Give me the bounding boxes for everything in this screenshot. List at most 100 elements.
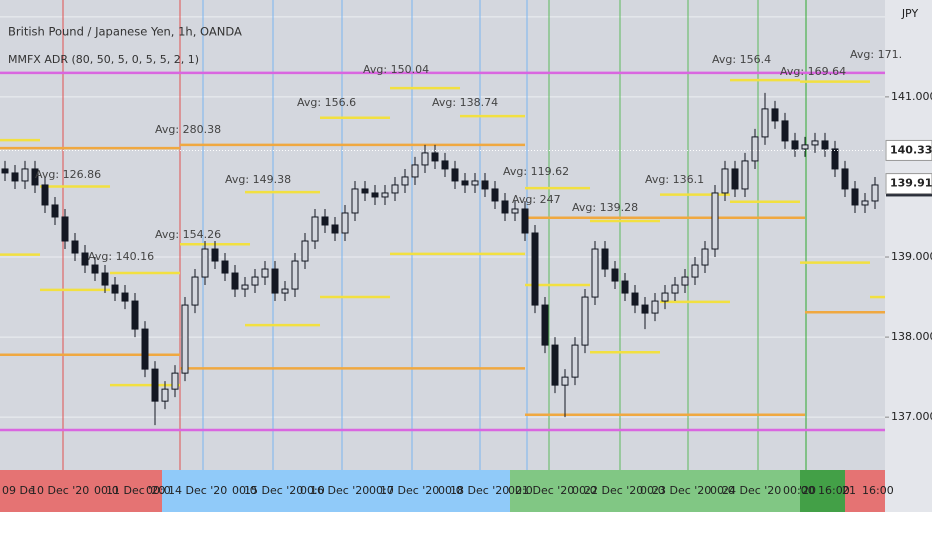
candle-body — [261, 268, 269, 278]
candle-body — [681, 276, 689, 286]
candle-body — [311, 216, 319, 242]
candle-body — [201, 248, 209, 278]
candle-body — [871, 184, 879, 202]
candle-body — [481, 180, 489, 190]
candle-body — [861, 200, 869, 206]
x-tick-label: 00:0 — [572, 484, 597, 497]
x-tick-label: 09 De — [2, 484, 35, 497]
candle-body — [411, 164, 419, 178]
candle-body — [31, 168, 39, 186]
candle-body — [471, 180, 479, 186]
avg-annotation: Avg: 150.04 — [363, 63, 429, 76]
candle-body — [601, 248, 609, 270]
candle-body — [501, 200, 509, 214]
candle-body — [111, 284, 119, 294]
y-tick-label: 138.000 — [891, 330, 932, 343]
candle-body — [761, 108, 769, 138]
x-tick-label: 18 Dec '20 — [450, 484, 509, 497]
avg-annotation: Avg: 156.4 — [712, 53, 771, 66]
candle-body — [651, 300, 659, 314]
x-tick-label: 00:0 — [94, 484, 119, 497]
candle-body — [511, 208, 519, 214]
candle-body — [741, 160, 749, 190]
candle-body — [701, 248, 709, 266]
candle-body — [41, 184, 49, 206]
avg-annotation: Avg: 119.62 — [503, 165, 569, 178]
candle-body — [221, 260, 229, 274]
avg-annotation: Avg: 140.16 — [88, 250, 154, 263]
candle-body — [211, 248, 219, 262]
candle-body — [181, 304, 189, 374]
candle-body — [141, 328, 149, 370]
candle-body — [51, 204, 59, 218]
x-tick-label: 16 Dec '20 — [310, 484, 369, 497]
candle-body — [631, 292, 639, 306]
candle-body — [571, 344, 579, 378]
candle-body — [691, 264, 699, 278]
candle-body — [11, 172, 19, 182]
avg-annotation: Avg: 156.6 — [297, 96, 356, 109]
indicator-label: MMFX ADR (80, 50, 5, 0, 5, 5, 2, 1) — [8, 53, 199, 66]
candle-body — [121, 292, 129, 302]
candle-body — [461, 180, 469, 186]
chart-title: British Pound / Japanese Yen, 1h, OANDA — [8, 25, 242, 39]
candle-body — [161, 388, 169, 402]
x-tick-label: 22 Dec '20 — [584, 484, 643, 497]
candle-body — [21, 168, 29, 182]
axis-band — [510, 470, 800, 512]
candle-body — [811, 140, 819, 146]
candle-body — [441, 160, 449, 170]
avg-annotation: Avg: 154.26 — [155, 228, 221, 241]
candle-body — [851, 188, 859, 206]
avg-annotation: Avg: 126.86 — [35, 168, 101, 181]
x-tick-label: 14 Dec '20 — [168, 484, 227, 497]
candle-body — [641, 304, 649, 314]
time-axis — [0, 470, 932, 512]
candle-body — [341, 212, 349, 234]
candle-body — [671, 284, 679, 294]
candle-body — [801, 144, 809, 150]
x-tick-label: 16:00 — [818, 484, 850, 497]
candle-body — [251, 276, 259, 286]
y-tick-label: 139.000 — [891, 250, 932, 263]
day-separators — [62, 0, 807, 470]
candle-body — [391, 184, 399, 194]
candle-body — [371, 192, 379, 198]
candle-body — [91, 264, 99, 274]
candle-body — [361, 188, 369, 194]
x-tick-label: 00:0 — [369, 484, 394, 497]
currency-label: JPY — [901, 7, 919, 20]
avg-annotation: Avg: 171. — [850, 48, 902, 61]
candle-body — [381, 192, 389, 198]
candle-body — [101, 272, 109, 286]
axis-band — [885, 470, 932, 512]
candle-body — [661, 292, 669, 302]
candle-body — [351, 188, 359, 214]
x-tick-label: 00:0 — [640, 484, 665, 497]
x-tick-label: 23 Dec '20 — [652, 484, 711, 497]
candle-body — [281, 288, 289, 294]
x-tick-label: 15 Dec '20 — [244, 484, 303, 497]
y-tick-label: 141.000 — [891, 90, 932, 103]
candles — [1, 92, 879, 426]
x-tick-label: '20 — [799, 484, 816, 497]
x-tick-label: 00:0 — [232, 484, 257, 497]
candle-body — [71, 240, 79, 254]
currency-background — [885, 0, 932, 28]
candle-body — [831, 148, 839, 170]
x-tick-label: 10 Dec '20 — [30, 484, 89, 497]
candle-body — [151, 368, 159, 402]
candle-body — [841, 168, 849, 190]
x-tick-label: 00:0 — [146, 484, 171, 497]
candle-body — [291, 260, 299, 290]
candle-body — [301, 240, 309, 262]
x-tick-label: 16:00 — [862, 484, 894, 497]
axis-band — [800, 470, 845, 512]
price-marker-box — [885, 139, 932, 161]
candle-body — [61, 216, 69, 242]
candle-body — [531, 232, 539, 306]
avg-annotation: Avg: 280.38 — [155, 123, 221, 136]
candle-body — [551, 344, 559, 386]
